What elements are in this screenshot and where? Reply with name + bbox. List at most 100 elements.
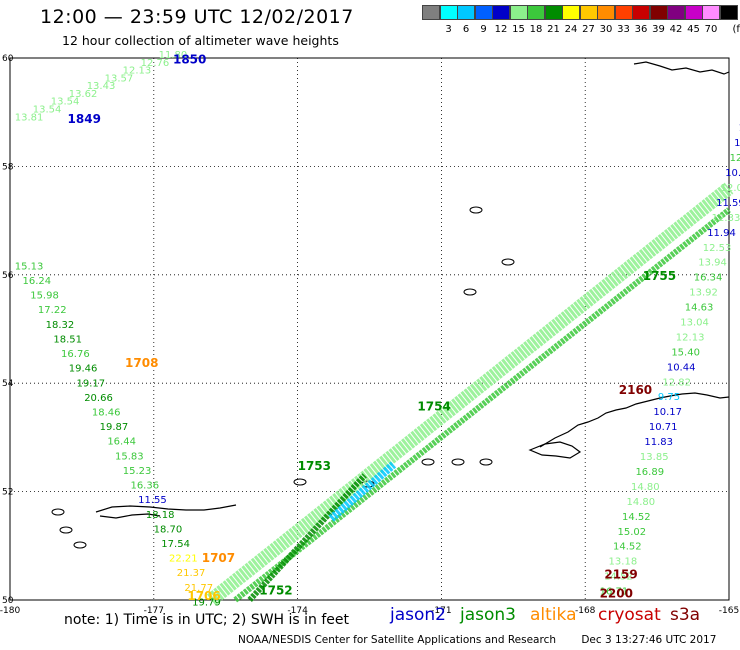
- satellite-jason3: jason3: [460, 605, 516, 625]
- legend-label: 24: [564, 24, 578, 35]
- altimeter-swath: [247, 473, 367, 603]
- swh-value-label: 18.46: [92, 407, 121, 418]
- island: [73, 541, 87, 549]
- legend-label: 27: [582, 24, 595, 35]
- swh-value-label: 12.82: [662, 377, 691, 388]
- legend-label: 39: [652, 24, 665, 35]
- swh-value-label: 12.76: [141, 58, 170, 69]
- pass-time-label: 1849: [68, 112, 101, 126]
- credit-text: NOAA/NESDIS Center for Satellite Applica…: [238, 634, 556, 646]
- pass-time-label: 1754: [417, 399, 450, 413]
- pass-time-labels: 1850 1849 1708 1707 1706 1753 1752 1754 1755 2159…: [68, 52, 677, 603]
- legend-label: 42: [669, 24, 683, 35]
- swh-value-label: 14.80: [626, 497, 655, 508]
- swh-value-label: 10.17: [653, 407, 682, 418]
- page-subtitle: 12 hour collection of altimeter wave hei…: [62, 33, 339, 48]
- pass-time-label: 1752: [259, 584, 292, 598]
- swh-value-label: 14.52: [604, 572, 633, 583]
- swh-value-label: 22.21: [169, 554, 198, 565]
- satellite-altika: altika: [530, 605, 577, 625]
- swh-value-label: 10.44: [667, 362, 696, 373]
- swh-value-label: 10.71: [649, 422, 678, 433]
- legend-label: 12: [494, 24, 508, 35]
- pass-time-label: 2159: [604, 567, 637, 581]
- swh-value-label: 13.04: [680, 318, 709, 329]
- credit-line: NOAA/NESDIS Center for Satellite Applica…: [238, 634, 716, 646]
- longitude-tick-label: -171: [431, 606, 451, 616]
- swh-value-label: 13.92: [689, 288, 718, 299]
- swh-value-label: 13.43: [87, 81, 116, 92]
- altimeter-swaths: [206, 182, 734, 606]
- swh-value-label: 13.18: [609, 557, 638, 568]
- legend-label: 70: [704, 24, 718, 35]
- altimeter-swath: [233, 207, 731, 603]
- island: [501, 258, 515, 266]
- track-labels: 13.8113.5413.5413.6213.4313.5712.1312.76…: [15, 50, 740, 608]
- generated-timestamp: Dec 3 13:27:46 UTC 2017: [581, 634, 717, 646]
- swh-value-label: 13.81: [15, 112, 44, 123]
- swh-value-label: 11.94: [707, 228, 736, 239]
- swh-value-label: 19.17: [76, 378, 105, 389]
- swh-value-label: 19.79: [192, 597, 221, 608]
- legend-label: 18: [529, 24, 543, 35]
- latitude-tick-label: 50: [2, 596, 14, 606]
- legend-swatch: [719, 5, 738, 20]
- legend-label: 3: [445, 24, 452, 35]
- satellite-cryosat: cryosat: [598, 605, 661, 625]
- swh-value-label: 20.66: [84, 393, 113, 404]
- legend-label: 30: [599, 24, 613, 35]
- swh-value-label: 15.83: [115, 451, 144, 462]
- swh-value-label: 18.70: [154, 524, 183, 535]
- pass-time-label: 1708: [125, 356, 158, 370]
- map-grid: [9, 57, 730, 601]
- pass-time-label: 1707: [202, 551, 235, 565]
- swh-value-label: 18.18: [146, 510, 175, 521]
- swh-value-label: 16.44: [107, 437, 136, 448]
- legend-label: 33: [617, 24, 630, 35]
- longitude-tick-label: -177: [144, 606, 164, 616]
- legend-label: 21: [547, 24, 560, 35]
- coastline: [539, 392, 730, 448]
- longitude-tick-label: -174: [287, 606, 308, 616]
- swh-value-label: 15.23: [123, 466, 152, 477]
- longitude-tick-label: -168: [575, 606, 596, 616]
- swh-value-label: 16.34: [694, 273, 723, 284]
- pass-time-label: 1753: [298, 459, 331, 473]
- satellite-s3a: s3a: [670, 605, 701, 625]
- swh-value-label: 11.: [734, 138, 740, 149]
- legend-label: 6: [462, 24, 470, 35]
- swh-value-label: 19.46: [69, 364, 98, 375]
- swh-value-label: 11.83: [644, 437, 673, 448]
- swh-value-label: 11.55: [138, 495, 167, 506]
- swh-value-label: 10.: [739, 123, 740, 134]
- swh-value-label: 12.02: [721, 183, 740, 194]
- swh-value-label: 16.71: [600, 587, 629, 598]
- swh-value-label: 12.53: [703, 243, 732, 254]
- island: [451, 458, 465, 466]
- longitude-tick-label: -165: [719, 606, 739, 616]
- swh-value-label: 14.80: [631, 482, 660, 493]
- pass-time-label: 2200: [600, 586, 633, 600]
- swh-value-label: 13.62: [69, 89, 98, 100]
- altimeter-swath: [328, 461, 397, 522]
- legend-unit: (ft): [732, 24, 740, 35]
- swh-value-label: 15.02: [618, 527, 647, 538]
- swh-value-label: 13.94: [698, 258, 727, 269]
- coastlines: [51, 61, 730, 549]
- island: [479, 458, 493, 466]
- swh-value-label: 16.24: [23, 276, 52, 287]
- swh-value-label: 16.76: [61, 349, 90, 360]
- swh-value-label: 18.32: [46, 320, 75, 331]
- pass-time-label: 1706: [187, 589, 220, 603]
- legend-label: 9: [480, 24, 487, 35]
- swh-value-label: 12.33: [712, 213, 740, 224]
- longitude-tick-label: -180: [0, 606, 20, 616]
- swh-value-label: 11.59: [716, 198, 740, 209]
- swh-value-label: 19.87: [100, 422, 129, 433]
- map-frame: [9, 57, 730, 601]
- satellite-jason2: jason2: [390, 605, 446, 625]
- latitude-tick-label: 52: [2, 488, 13, 498]
- pass-time-label: 2160: [619, 383, 652, 397]
- legend-label: 45: [687, 24, 700, 35]
